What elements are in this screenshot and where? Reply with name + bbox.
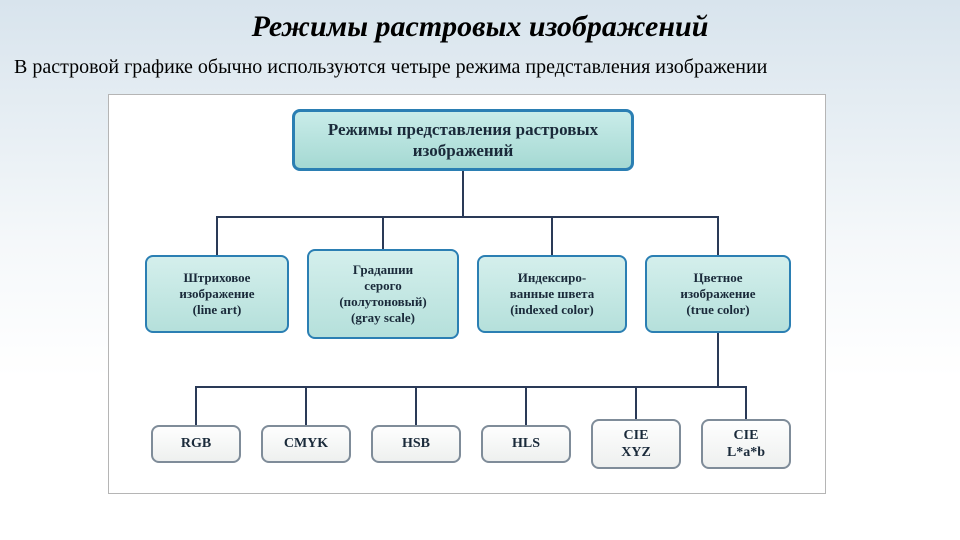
node-c1: RGB bbox=[151, 425, 241, 463]
node-root: Режимы представления растровых изображен… bbox=[292, 109, 634, 171]
node-c3: HSB bbox=[371, 425, 461, 463]
node-c2: CMYK bbox=[261, 425, 351, 463]
node-m4: Цветное изображение (true color) bbox=[645, 255, 791, 333]
node-c6: CIE L*a*b bbox=[701, 419, 791, 469]
diagram-canvas: Режимы представления растровых изображен… bbox=[108, 94, 826, 494]
page-subtitle: В растровой графике обычно используются … bbox=[0, 56, 960, 79]
node-c4: HLS bbox=[481, 425, 571, 463]
node-c5: CIE XYZ bbox=[591, 419, 681, 469]
node-m3: Индексиро- ванные швета (indexed color) bbox=[477, 255, 627, 333]
page-title: Режимы растровых изображений bbox=[0, 10, 960, 44]
node-m2: Градашии серого (полутоновый) (gray scal… bbox=[307, 249, 459, 339]
node-m1: Штриховое изображение (line art) bbox=[145, 255, 289, 333]
